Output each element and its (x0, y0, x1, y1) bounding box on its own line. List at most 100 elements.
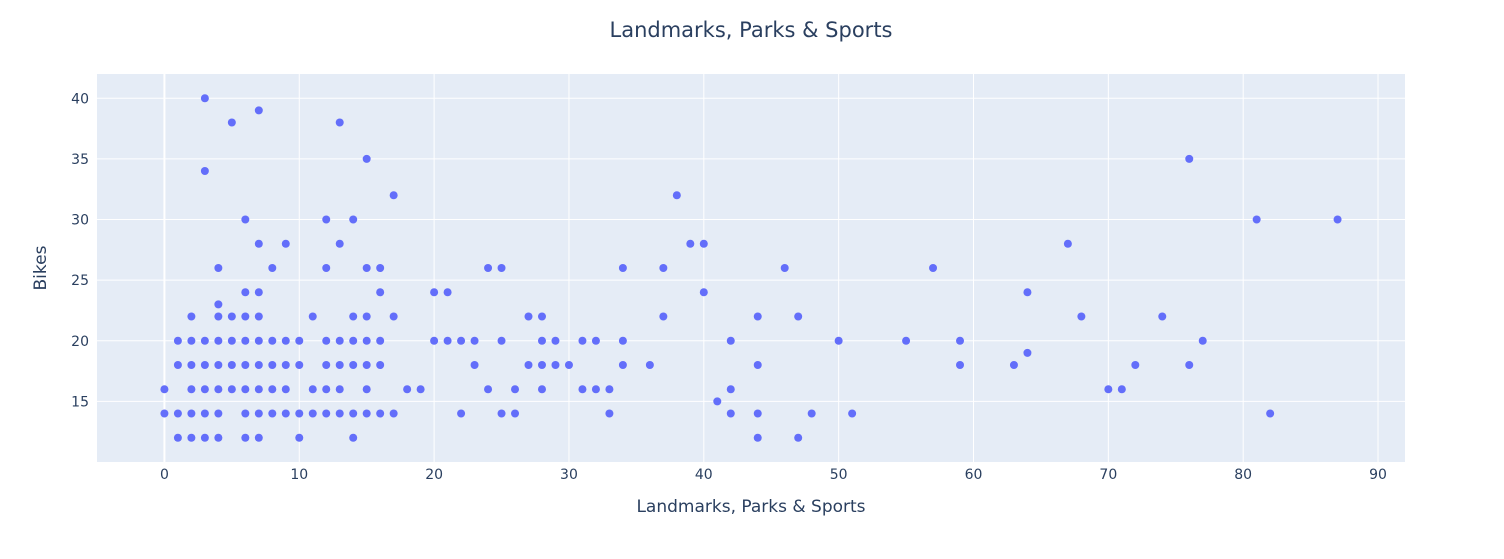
scatter-point (362, 361, 371, 369)
x-tick-label: 70 (1099, 467, 1117, 483)
scatter-point (1117, 385, 1126, 394)
scatter-point (362, 336, 371, 345)
scatter-point (349, 312, 358, 321)
scatter-point (511, 409, 520, 418)
scatter-point (902, 336, 911, 345)
scatter-point (591, 336, 600, 345)
scatter-point (254, 288, 263, 297)
scatter-point (403, 385, 412, 394)
scatter-point (537, 385, 546, 394)
scatter-point (268, 361, 277, 369)
scatter-point (173, 433, 182, 442)
scatter-point (214, 361, 223, 369)
scatter-point (335, 239, 344, 248)
scatter-point (268, 264, 277, 272)
scatter-point (1104, 385, 1113, 394)
scatter-point (618, 264, 627, 272)
scatter-point (349, 361, 358, 369)
scatter-point (349, 409, 358, 418)
scatter-point (241, 433, 250, 442)
scatter-point (1063, 239, 1072, 248)
scatter-point (335, 361, 344, 369)
scatter-point (281, 385, 290, 394)
scatter-point (322, 215, 331, 224)
scatter-point (497, 336, 506, 345)
scatter-point (308, 385, 317, 394)
scatter-point (699, 239, 708, 248)
scatter-point (173, 361, 182, 369)
scatter-point (443, 288, 452, 297)
scatter-point (578, 385, 587, 394)
scatter-point (254, 106, 263, 115)
scatter-point (308, 409, 317, 418)
scatter-point (281, 409, 290, 418)
scatter-point (254, 385, 263, 394)
scatter-point (605, 385, 614, 394)
x-tick-label: 10 (290, 467, 308, 483)
x-tick-label: 0 (160, 467, 169, 483)
scatter-point (807, 409, 816, 418)
scatter-point (1185, 361, 1194, 369)
scatter-point (672, 191, 681, 200)
scatter-point (200, 385, 209, 394)
scatter-point (200, 409, 209, 418)
scatter-point (497, 409, 506, 418)
scatter-point (362, 385, 371, 394)
scatter-point (322, 385, 331, 394)
scatter-point (457, 409, 466, 418)
scatter-point (537, 336, 546, 345)
scatter-point (484, 264, 493, 272)
scatter-point (794, 433, 803, 442)
scatter-point (349, 336, 358, 345)
scatter-point (645, 361, 654, 369)
scatter-point (160, 409, 169, 418)
scatter-point (537, 361, 546, 369)
scatter-point (308, 312, 317, 321)
x-tick-label: 60 (965, 467, 983, 483)
scatter-point (173, 336, 182, 345)
scatter-point (497, 264, 506, 272)
scatter-point (254, 433, 263, 442)
scatter-point (187, 433, 196, 442)
scatter-point (200, 433, 209, 442)
scatter-point (268, 336, 277, 345)
scatter-point (241, 409, 250, 418)
scatter-point (753, 361, 762, 369)
scatter-point (848, 409, 857, 418)
x-tick-label: 20 (425, 467, 443, 483)
y-axis-ticks: 15 20 25 30 35 40 (71, 91, 89, 410)
scatter-point (537, 312, 546, 321)
scatter-point (362, 154, 371, 163)
scatter-point (389, 409, 398, 418)
scatter-point (295, 361, 304, 369)
scatter-point (295, 433, 304, 442)
scatter-point (322, 409, 331, 418)
scatter-point (376, 361, 385, 369)
scatter-point (187, 361, 196, 369)
scatter-point (511, 385, 520, 394)
scatter-point (214, 409, 223, 418)
scatter-point (524, 361, 533, 369)
scatter-point (1009, 361, 1018, 369)
y-tick-label: 15 (71, 394, 89, 410)
scatter-point (659, 264, 668, 272)
scatter-point (376, 288, 385, 297)
scatter-point (227, 118, 236, 127)
scatter-point (362, 264, 371, 272)
scatter-point (726, 409, 735, 418)
scatter-point (591, 385, 600, 394)
scatter-point (254, 312, 263, 321)
scatter-point (281, 239, 290, 248)
scatter-point (227, 336, 236, 345)
scatter-point (281, 361, 290, 369)
scatter-point (1158, 312, 1167, 321)
scatter-point (551, 361, 560, 369)
x-tick-label: 30 (560, 467, 578, 483)
scatter-point (389, 191, 398, 200)
scatter-point (187, 385, 196, 394)
y-tick-label: 20 (71, 334, 89, 350)
scatter-point (254, 239, 263, 248)
x-tick-label: 90 (1369, 467, 1387, 483)
scatter-point (713, 397, 722, 406)
